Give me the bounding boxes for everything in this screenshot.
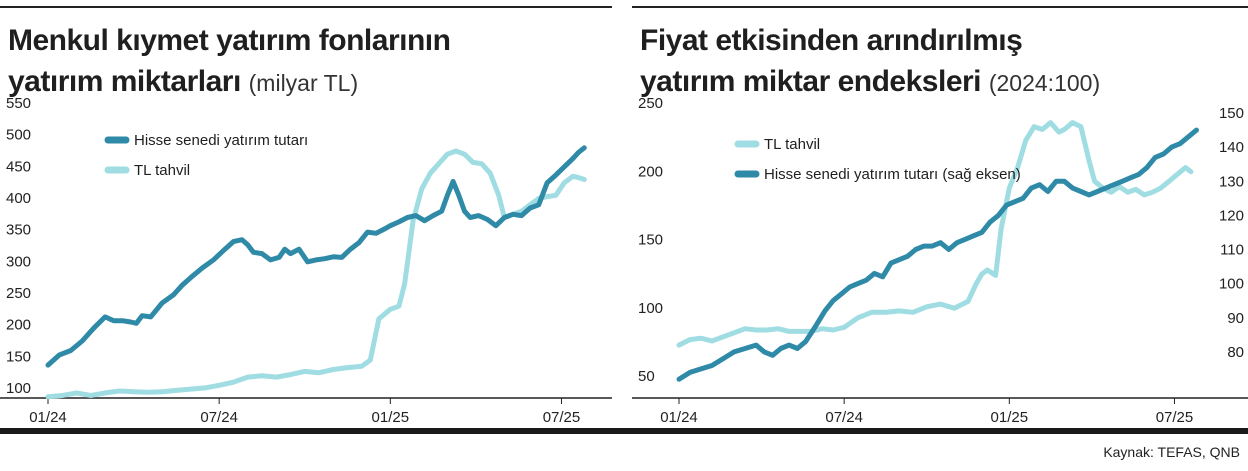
legend-label: TL tahvil bbox=[134, 162, 190, 179]
series-line-tahvil bbox=[676, 120, 1194, 348]
y-tick-label: 100 bbox=[6, 380, 31, 397]
x-tick-label: 07/25 bbox=[1156, 409, 1194, 426]
right-title-unit: (2024:100) bbox=[988, 70, 1101, 96]
right-title-line2: yatırım miktar endeksleri bbox=[640, 65, 982, 98]
y-tick-label: 450 bbox=[6, 158, 31, 175]
right-chart-plot: 50 100 150 200 250 80 90 100 110 120 130 140 150 01/2… bbox=[632, 95, 1248, 426]
y-tick-label-right: 140 bbox=[1219, 139, 1244, 156]
y-tick-label: 300 bbox=[6, 253, 31, 270]
x-tick-label: 01/25 bbox=[991, 409, 1029, 426]
right-title-line1: Fiyat etkisinden arındırılmış bbox=[640, 24, 1023, 57]
y-tick-label: 500 bbox=[6, 127, 31, 144]
source-note: Kaynak: TEFAS, QNB bbox=[1103, 444, 1240, 460]
y-tick-label: 350 bbox=[6, 222, 31, 239]
x-tick-label: 01/24 bbox=[29, 409, 67, 426]
x-tick-label: 01/24 bbox=[660, 409, 698, 426]
x-tick-label: 07/24 bbox=[200, 409, 238, 426]
y-tick-label-left: 50 bbox=[638, 368, 655, 385]
x-tick-label: 07/25 bbox=[543, 409, 581, 426]
y-tick-label: 250 bbox=[6, 285, 31, 302]
x-tick-label: 01/25 bbox=[372, 409, 410, 426]
left-title-unit: (milyar TL) bbox=[248, 70, 359, 96]
series-line-hisse bbox=[45, 145, 587, 368]
right-chart-title: Fiyat etkisinden arındırılmış yatırım mi… bbox=[640, 20, 1100, 104]
left-title-line2: yatırım miktarları bbox=[8, 65, 241, 98]
left-chart-title: Menkul kıymet yatırım fonlarının yatırım… bbox=[8, 20, 451, 104]
y-tick-label: 550 bbox=[6, 95, 31, 112]
left-chart-panel: Menkul kıymet yatırım fonlarının yatırım… bbox=[0, 0, 612, 430]
series-line-tahvil bbox=[45, 148, 587, 400]
y-tick-label: 200 bbox=[6, 317, 31, 334]
left-title-line1: Menkul kıymet yatırım fonlarının bbox=[8, 24, 451, 57]
y-tick-label-left: 250 bbox=[638, 95, 663, 112]
y-tick-label: 400 bbox=[6, 190, 31, 207]
y-tick-label-left: 150 bbox=[638, 232, 663, 249]
y-tick-label-right: 100 bbox=[1219, 276, 1244, 293]
y-tick-label-right: 110 bbox=[1220, 242, 1244, 259]
series-line-hisse bbox=[676, 127, 1199, 382]
legend-label: Hisse senedi yatırım tutarı (sağ eksen) bbox=[764, 166, 1021, 183]
y-tick-label-left: 200 bbox=[638, 163, 663, 180]
y-tick-label-left: 100 bbox=[638, 300, 663, 317]
legend-label: Hisse senedi yatırım tutarı bbox=[134, 132, 308, 149]
y-tick-label-right: 120 bbox=[1219, 207, 1244, 224]
y-tick-label-right: 150 bbox=[1219, 105, 1244, 122]
legend-label: TL tahvil bbox=[764, 136, 820, 153]
right-chart-panel: Fiyat etkisinden arındırılmış yatırım mi… bbox=[632, 0, 1248, 430]
left-chart-plot: 100 150 200 250 300 350 400 450 500 550 01/24 07/24… bbox=[0, 95, 612, 426]
y-tick-label: 150 bbox=[6, 348, 31, 365]
top-rule bbox=[0, 6, 612, 8]
y-tick-label-right: 80 bbox=[1227, 344, 1244, 361]
bottom-rule bbox=[0, 428, 1248, 434]
y-tick-label-right: 130 bbox=[1219, 173, 1244, 190]
top-rule bbox=[632, 6, 1248, 8]
x-tick-label: 07/24 bbox=[825, 409, 863, 426]
y-tick-label-right: 90 bbox=[1227, 310, 1244, 327]
